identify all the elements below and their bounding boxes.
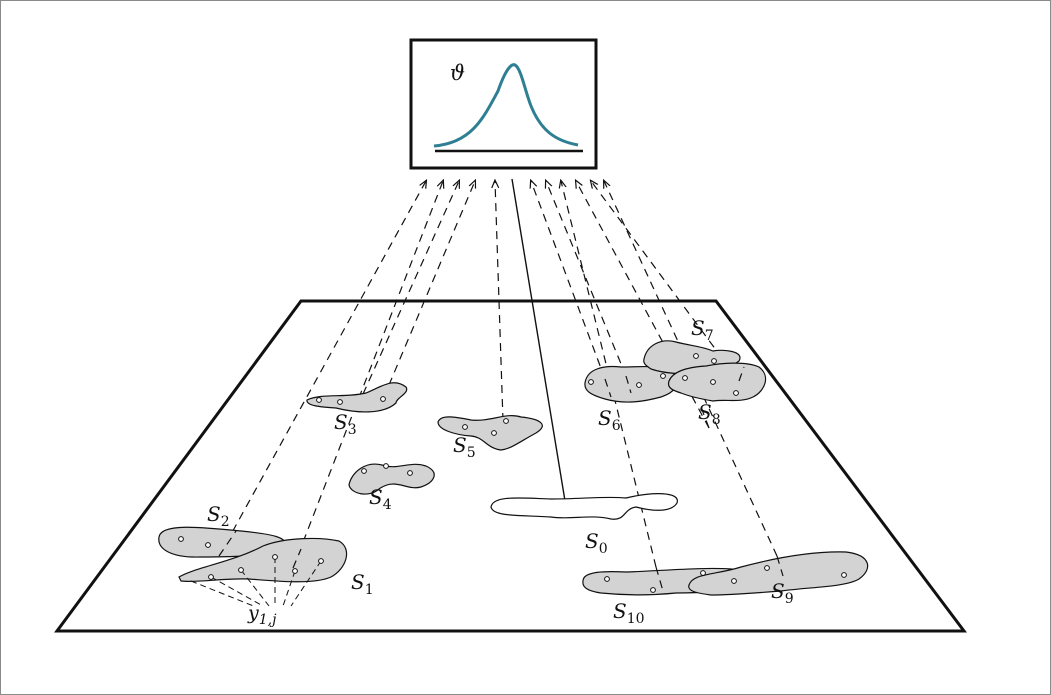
prediction-arrow <box>511 178 567 513</box>
connector-s2 <box>218 181 426 557</box>
regions <box>158 340 869 596</box>
connector-s6 <box>531 181 606 380</box>
label-observation: y1,j <box>247 602 277 628</box>
region-s1 <box>178 537 348 583</box>
region-s8 <box>667 362 767 402</box>
connector-s3a <box>362 181 459 395</box>
label-s5: S5 <box>453 433 476 461</box>
label-s9: S9 <box>771 579 794 607</box>
label-s3: S3 <box>334 410 357 438</box>
region-s3 <box>306 382 408 413</box>
label-s0: S0 <box>585 529 608 557</box>
prior-density-curve <box>433 63 579 148</box>
region-dashes <box>218 366 784 592</box>
label-s1: S1 <box>351 570 374 598</box>
observation-dashes <box>190 557 322 608</box>
label-s7: S7 <box>691 316 714 344</box>
prior-symbol: ϑ <box>450 61 465 85</box>
label-s4: S4 <box>369 485 392 513</box>
connector-s5 <box>495 181 504 422</box>
region-labels: S2 S1 S3 S4 S5 S6 S7 S8 S9 S10 S0 y1,j <box>207 316 794 628</box>
prior-box <box>409 38 598 170</box>
connector-s6b <box>546 181 627 377</box>
region-s9 <box>688 551 869 596</box>
region-s5 <box>437 415 543 451</box>
region-s4 <box>348 463 435 495</box>
observation-points <box>178 353 847 593</box>
label-s2: S2 <box>207 502 230 530</box>
label-s8: S8 <box>698 400 721 428</box>
label-s6: S6 <box>598 406 621 434</box>
label-s10: S10 <box>613 599 645 627</box>
region-s0 <box>490 493 678 520</box>
